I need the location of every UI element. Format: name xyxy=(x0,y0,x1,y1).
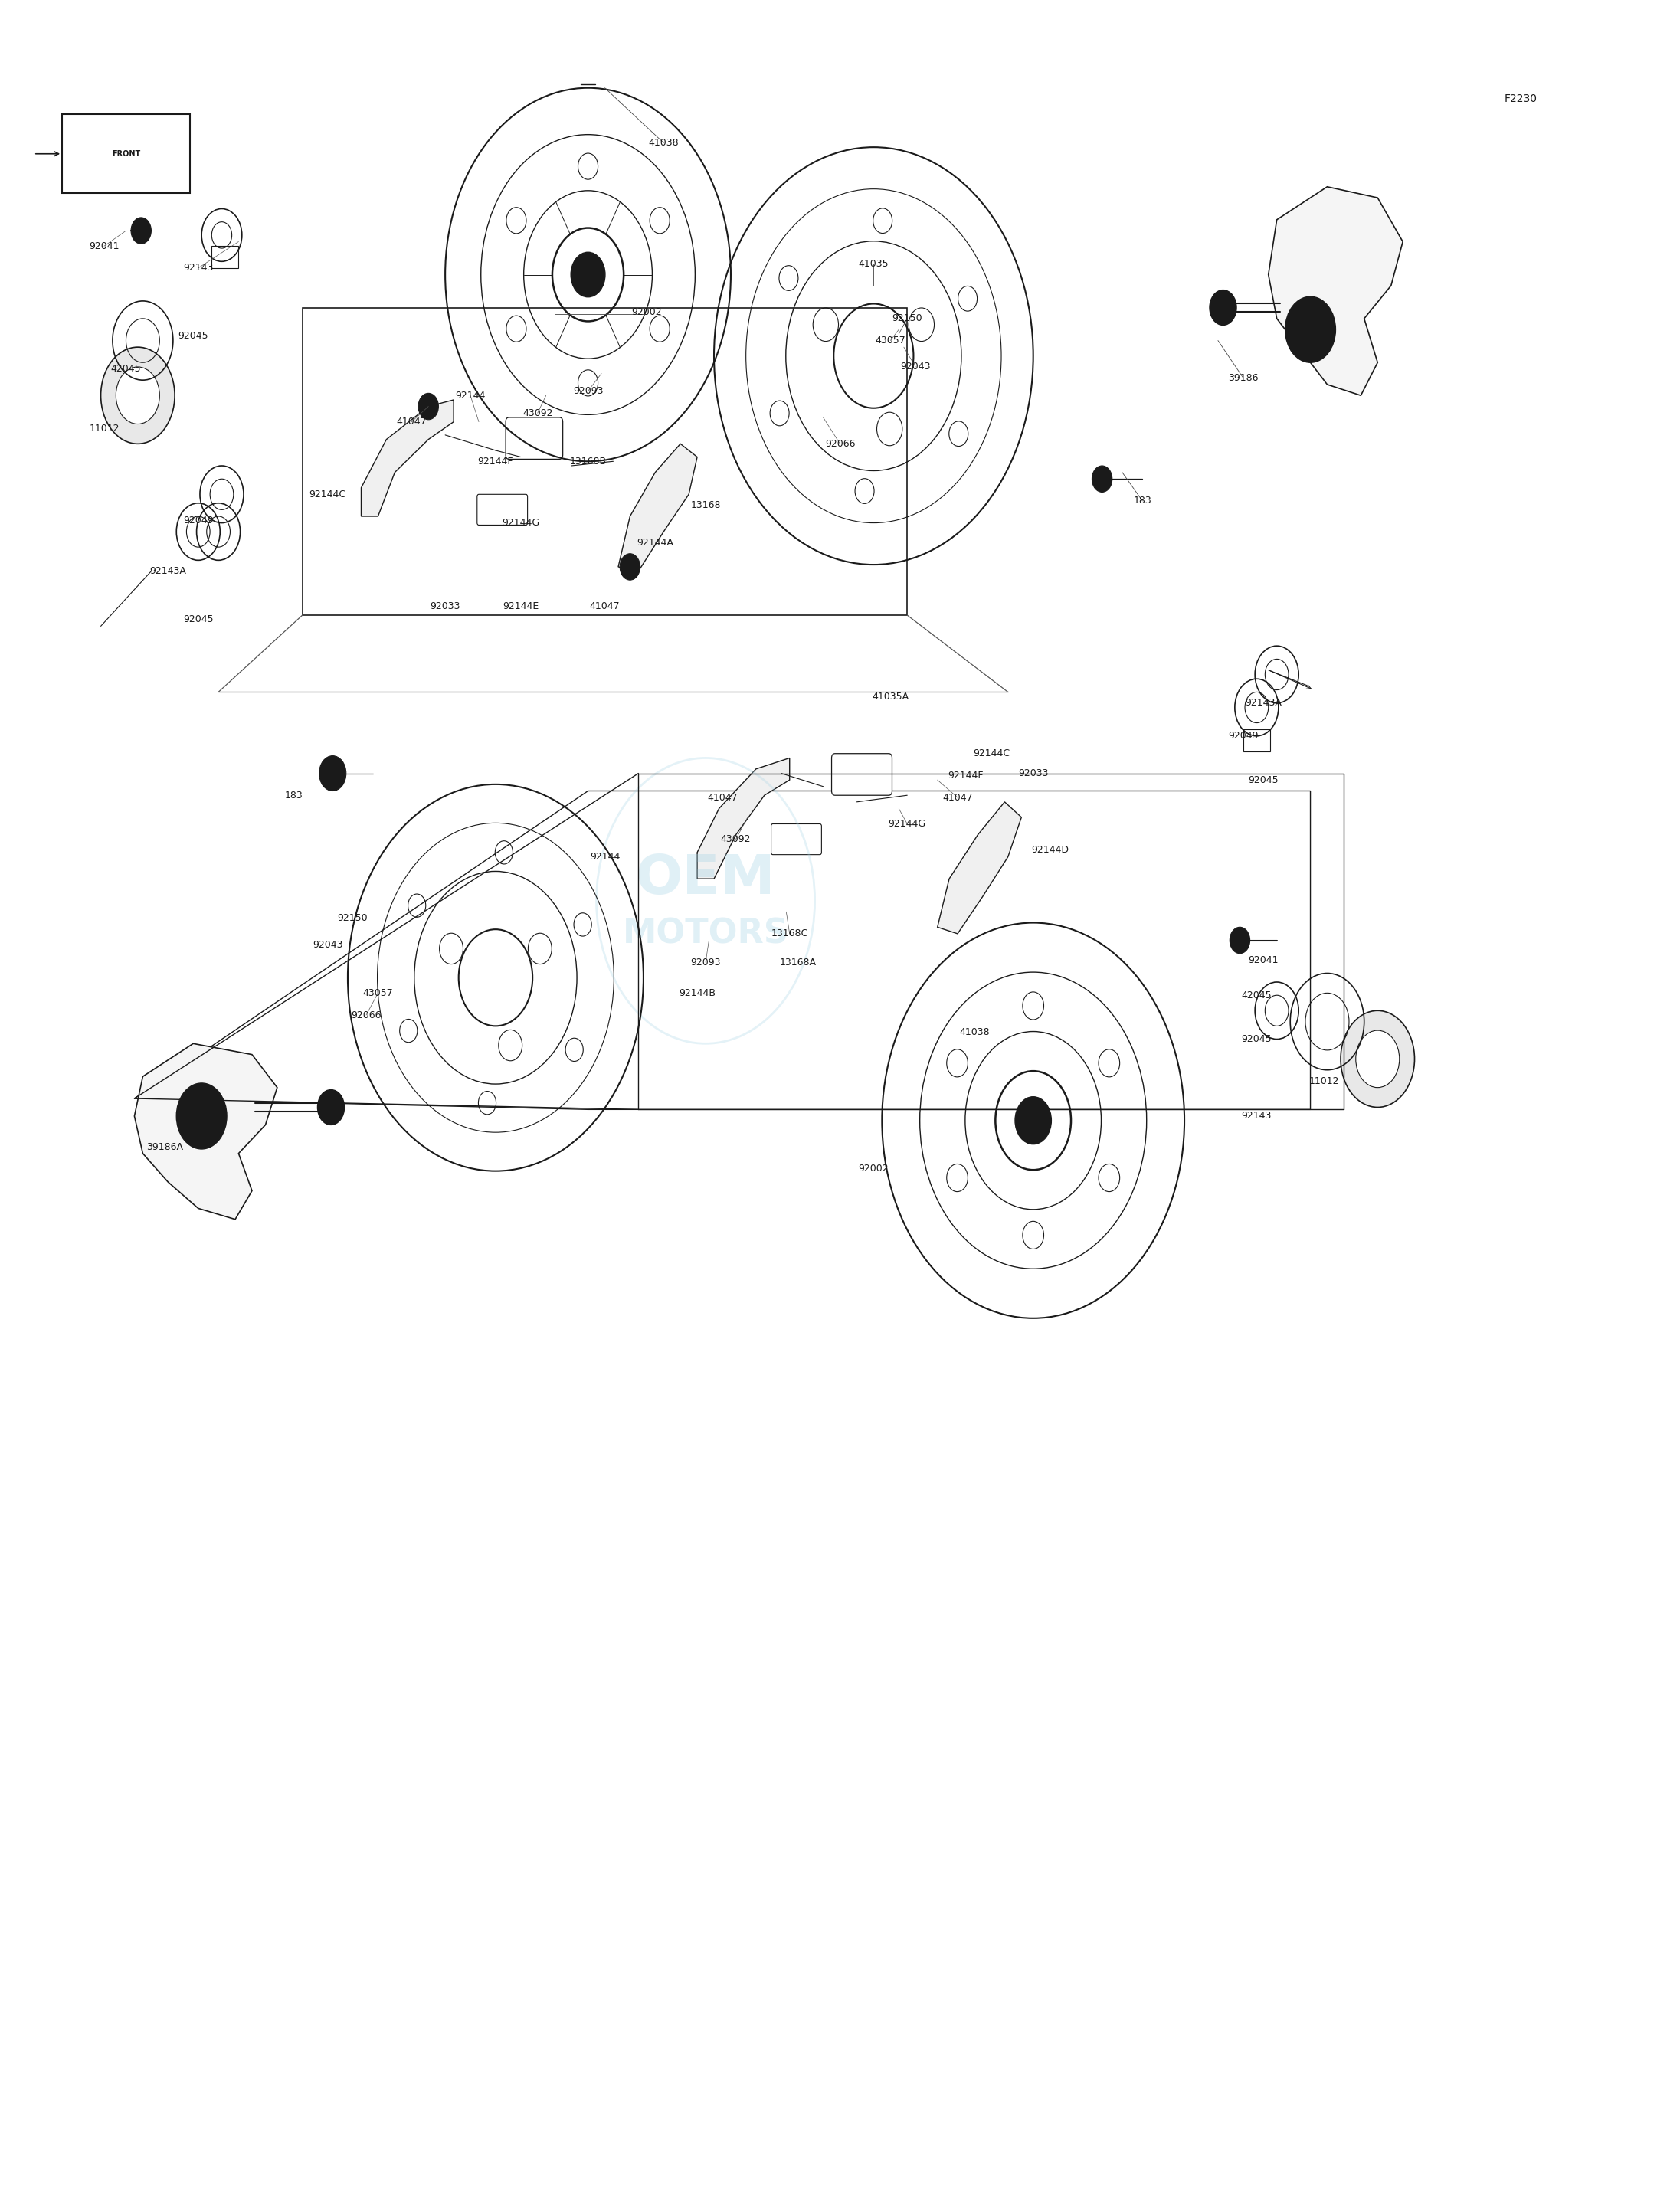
Text: 92144E: 92144E xyxy=(502,602,539,611)
Circle shape xyxy=(620,554,640,580)
Text: 92033: 92033 xyxy=(430,602,460,611)
Text: 92143: 92143 xyxy=(183,264,213,272)
Text: 92045: 92045 xyxy=(178,332,208,341)
Text: 92066: 92066 xyxy=(825,439,855,448)
Text: 92144G: 92144G xyxy=(502,518,539,527)
Polygon shape xyxy=(937,802,1021,934)
Text: 41047: 41047 xyxy=(942,793,973,802)
Text: 92144: 92144 xyxy=(590,852,620,861)
FancyBboxPatch shape xyxy=(771,824,822,855)
Text: 92143A: 92143A xyxy=(150,567,186,576)
Circle shape xyxy=(101,347,175,444)
Text: MOTORS: MOTORS xyxy=(623,918,788,949)
Text: 92002: 92002 xyxy=(858,1164,889,1173)
Text: 11012: 11012 xyxy=(89,424,119,433)
Text: 43092: 43092 xyxy=(522,409,553,417)
Text: 92045: 92045 xyxy=(1248,776,1278,784)
Text: F2230: F2230 xyxy=(1504,94,1537,103)
Text: 13168A: 13168A xyxy=(780,958,816,967)
Text: 41038: 41038 xyxy=(959,1028,990,1037)
FancyBboxPatch shape xyxy=(1243,729,1270,751)
Polygon shape xyxy=(134,1044,277,1219)
Text: 42045: 42045 xyxy=(1242,991,1272,1000)
Text: 41035A: 41035A xyxy=(872,692,909,701)
Text: 92043: 92043 xyxy=(900,363,931,371)
Text: 13168: 13168 xyxy=(690,501,721,510)
Text: 92144: 92144 xyxy=(455,391,486,400)
Text: 92143: 92143 xyxy=(1242,1112,1272,1120)
Circle shape xyxy=(1285,297,1336,363)
Text: 92049: 92049 xyxy=(1228,732,1258,740)
Circle shape xyxy=(571,253,605,297)
Text: 92150: 92150 xyxy=(338,914,368,923)
Polygon shape xyxy=(697,758,790,879)
Circle shape xyxy=(319,756,346,791)
Circle shape xyxy=(176,1083,227,1149)
Text: 39186: 39186 xyxy=(1228,373,1258,382)
Text: 11012: 11012 xyxy=(1309,1077,1339,1085)
Circle shape xyxy=(1356,1030,1399,1088)
Text: 92041: 92041 xyxy=(1248,956,1278,964)
Text: 41038: 41038 xyxy=(648,138,679,147)
Text: 41047: 41047 xyxy=(707,793,738,802)
Circle shape xyxy=(1341,1011,1415,1107)
Text: 92144C: 92144C xyxy=(973,749,1010,758)
Text: 92093: 92093 xyxy=(690,958,721,967)
Text: 92002: 92002 xyxy=(632,308,662,316)
Circle shape xyxy=(1230,927,1250,953)
Circle shape xyxy=(131,218,151,244)
Text: 41047: 41047 xyxy=(590,602,620,611)
Text: 92066: 92066 xyxy=(351,1011,381,1019)
Text: 39186A: 39186A xyxy=(146,1142,183,1151)
FancyBboxPatch shape xyxy=(477,494,528,525)
Circle shape xyxy=(1092,466,1112,492)
Text: 92144G: 92144G xyxy=(889,819,926,828)
Text: 92144A: 92144A xyxy=(637,538,674,547)
Text: 92144F: 92144F xyxy=(948,771,984,780)
Text: OEM: OEM xyxy=(635,852,776,905)
Text: 43057: 43057 xyxy=(875,336,906,345)
Text: 43092: 43092 xyxy=(721,835,751,844)
Text: 92144D: 92144D xyxy=(1032,846,1068,855)
Text: 92144F: 92144F xyxy=(477,457,514,466)
Text: 13168C: 13168C xyxy=(771,929,808,938)
Polygon shape xyxy=(361,400,454,516)
Text: 41035: 41035 xyxy=(858,259,889,268)
Circle shape xyxy=(318,1090,344,1125)
Text: 92043: 92043 xyxy=(312,940,343,949)
Text: 183: 183 xyxy=(1134,497,1151,505)
Text: 92144C: 92144C xyxy=(309,490,346,499)
Text: 92093: 92093 xyxy=(573,387,603,395)
FancyBboxPatch shape xyxy=(212,246,239,268)
Text: 92049: 92049 xyxy=(183,516,213,525)
Text: 92045: 92045 xyxy=(183,615,213,624)
Text: 41047: 41047 xyxy=(396,417,427,426)
Text: 92150: 92150 xyxy=(892,314,922,323)
FancyBboxPatch shape xyxy=(832,754,892,795)
Text: 92041: 92041 xyxy=(89,242,119,250)
Polygon shape xyxy=(1268,187,1403,395)
Circle shape xyxy=(1015,1096,1052,1145)
Circle shape xyxy=(116,367,160,424)
Text: 92143A: 92143A xyxy=(1245,699,1282,707)
Text: 92033: 92033 xyxy=(1018,769,1048,778)
FancyBboxPatch shape xyxy=(506,417,563,459)
Circle shape xyxy=(1210,290,1236,325)
Text: 43057: 43057 xyxy=(363,989,393,997)
Polygon shape xyxy=(618,444,697,571)
Text: 92144B: 92144B xyxy=(679,989,716,997)
Text: 13168B: 13168B xyxy=(570,457,606,466)
Circle shape xyxy=(418,393,438,420)
Text: 42045: 42045 xyxy=(111,365,141,373)
FancyBboxPatch shape xyxy=(62,114,190,193)
Text: 92045: 92045 xyxy=(1242,1035,1272,1044)
Text: FRONT: FRONT xyxy=(113,149,139,158)
Text: 183: 183 xyxy=(286,791,302,800)
